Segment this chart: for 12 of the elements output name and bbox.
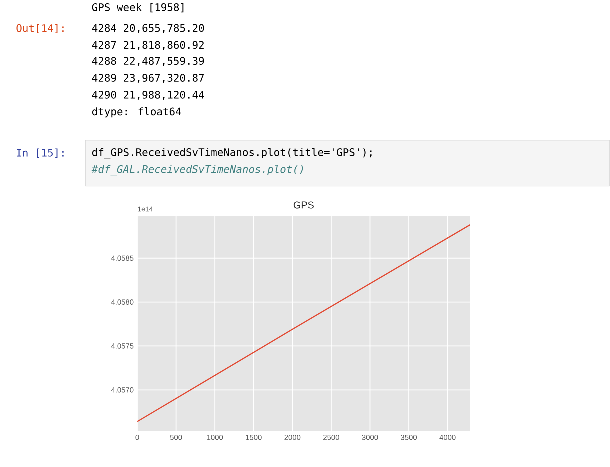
text: df_GPS.ReceivedSvTimeNanos.plot(title='GPS'); [92, 148, 372, 159]
text: In [15]: [17, 148, 64, 158]
text: 4290 21,988,120.44 [92, 90, 204, 100]
text: 4287 21,818,860.92 [92, 41, 204, 50]
chart-title: GPS [294, 202, 314, 209]
text: GPS week [1958] [92, 3, 184, 12]
text: #df_GAL.ReceivedSvTimeNanos.plot() [92, 165, 304, 176]
text: 4284 20,655,785.20 [92, 24, 204, 34]
text: 4288 22,487,559.39 [92, 57, 204, 66]
text: 4289 23,967,320.87 [92, 74, 204, 84]
text: dtype: float64 [92, 107, 182, 118]
text: Out[14]: [16, 24, 64, 34]
